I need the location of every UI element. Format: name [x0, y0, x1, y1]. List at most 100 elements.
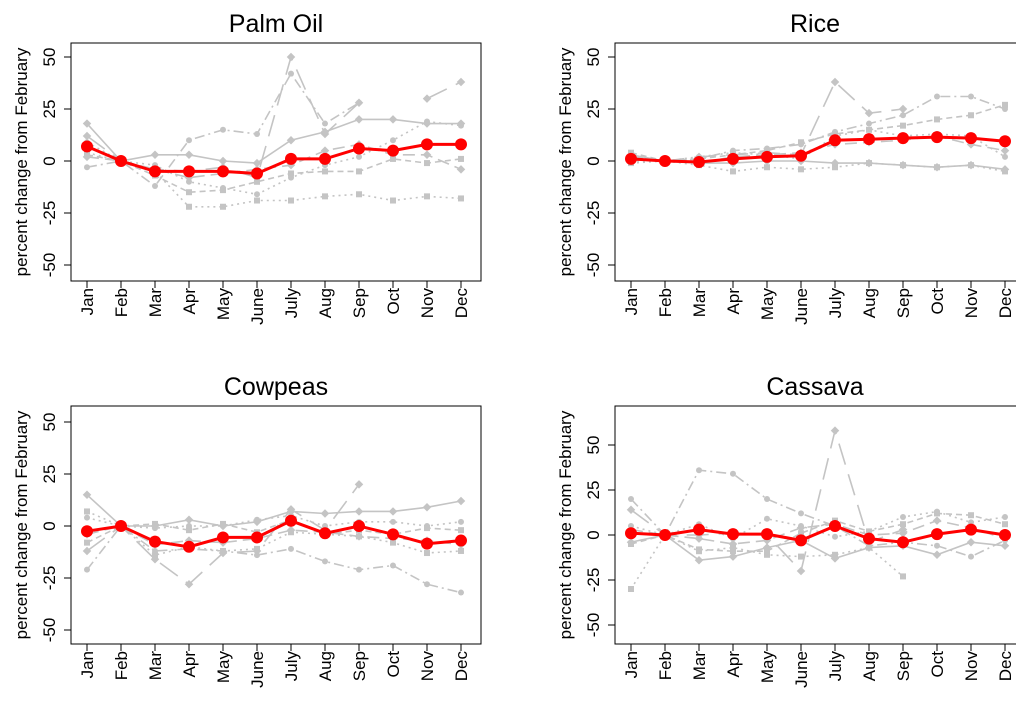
x-tick-label: Feb	[112, 651, 131, 680]
x-tick-label: Jan	[78, 651, 97, 678]
y-tick-label: 0	[40, 156, 59, 165]
main-series-line	[630, 135, 1006, 164]
background-point	[254, 197, 260, 204]
background-series-line	[86, 118, 461, 164]
background-point	[424, 118, 430, 125]
main-series-point	[285, 514, 297, 527]
main-series-point	[285, 152, 297, 165]
main-series-point	[353, 142, 365, 155]
plot-frame	[614, 405, 1016, 645]
x-tick-label: Jan	[622, 651, 641, 678]
x-tick-label: June	[248, 288, 267, 325]
background-point	[322, 558, 328, 565]
background-point	[1000, 146, 1010, 155]
background-point	[424, 581, 430, 588]
background-series	[82, 115, 466, 168]
background-point	[286, 525, 296, 535]
background-point	[458, 589, 464, 596]
x-tick-label: Jan	[622, 288, 641, 315]
main-series-point	[319, 152, 331, 165]
background-point	[730, 470, 736, 477]
main-series-point	[931, 528, 943, 541]
main-series-point	[999, 529, 1011, 541]
background-series-line	[426, 81, 462, 100]
main-series-point	[421, 138, 433, 151]
x-tick-label: May	[758, 651, 777, 684]
background-point	[84, 514, 90, 521]
background-point	[356, 191, 362, 198]
chart-title: Rice	[790, 10, 840, 38]
background-series-line	[86, 524, 462, 594]
panel-cassava: Cassava percent change from February 50 25 0…	[556, 373, 1016, 688]
background-point	[458, 155, 464, 162]
background-point	[356, 99, 362, 106]
y-tick-label: -25	[584, 201, 603, 226]
x-tick-label: June	[792, 651, 811, 688]
y-tick-label: 50	[584, 436, 603, 455]
panel-palm-oil: Palm Oil percent change from February 50 25…	[12, 10, 482, 325]
background-series-line	[630, 534, 1006, 562]
background-series-line	[630, 519, 1006, 545]
background-series	[84, 151, 464, 196]
background-series-line	[630, 469, 1006, 558]
background-point	[900, 112, 906, 119]
main-series-point	[693, 156, 705, 169]
main-series-point	[455, 138, 467, 151]
panel-cowpeas: Cowpeas percent change from February 50 25 0…	[12, 373, 482, 688]
background-point	[390, 518, 396, 525]
x-tick-label: Oct	[384, 288, 403, 315]
y-axis-label: percent change from February	[12, 47, 31, 276]
background-point	[1002, 514, 1008, 520]
y-tick-label: 25	[40, 100, 59, 119]
y-tick-label: -25	[40, 566, 59, 591]
background-series-line	[630, 510, 1006, 540]
panel-rice: Rice percent change from February 50 25 0 -25…	[556, 10, 1016, 325]
main-series-point	[897, 536, 909, 549]
x-tick-label: Sep	[350, 288, 369, 318]
background-point	[322, 193, 328, 200]
background-point	[934, 508, 940, 515]
background-series	[84, 70, 362, 189]
main-series-point	[81, 525, 93, 538]
main-series-point	[81, 140, 93, 153]
background-series	[82, 52, 466, 182]
main-series-point	[421, 537, 433, 550]
main-series-point	[251, 167, 263, 180]
background-point	[152, 182, 158, 189]
y-tick-label: 0	[584, 530, 603, 539]
background-series-line	[86, 494, 462, 527]
main-series-point	[387, 528, 399, 541]
background-point	[1002, 153, 1008, 160]
background-point	[186, 137, 192, 144]
background-point	[456, 77, 466, 87]
x-tick-label: Mar	[146, 651, 165, 681]
main-series-point	[455, 534, 467, 547]
background-point	[968, 93, 974, 100]
background-point	[694, 534, 704, 543]
main-series-point	[999, 135, 1011, 148]
main-series-point	[387, 144, 399, 157]
x-tick-label: Dec	[996, 651, 1015, 682]
main-series-point	[795, 534, 807, 547]
background-point	[730, 548, 736, 555]
chart-title: Palm Oil	[229, 10, 323, 38]
y-tick-label: 25	[584, 481, 603, 500]
plot-frame	[70, 42, 482, 282]
background-point	[84, 539, 90, 546]
background-series-line	[86, 151, 462, 208]
x-tick-label: Sep	[350, 651, 369, 681]
background-point	[764, 496, 770, 502]
x-tick-label: May	[214, 288, 233, 321]
background-point	[152, 525, 158, 532]
chart-title: Cassava	[766, 373, 863, 401]
x-tick-label: Aug	[316, 288, 335, 318]
background-point	[254, 545, 260, 552]
background-point	[900, 122, 906, 129]
main-series-point	[829, 520, 841, 532]
background-point	[390, 562, 396, 569]
background-series	[628, 93, 1008, 164]
y-tick-label: -50	[584, 613, 603, 638]
y-tick-label: -50	[584, 253, 603, 278]
main-series-point	[625, 152, 637, 165]
background-series-line	[86, 72, 360, 188]
